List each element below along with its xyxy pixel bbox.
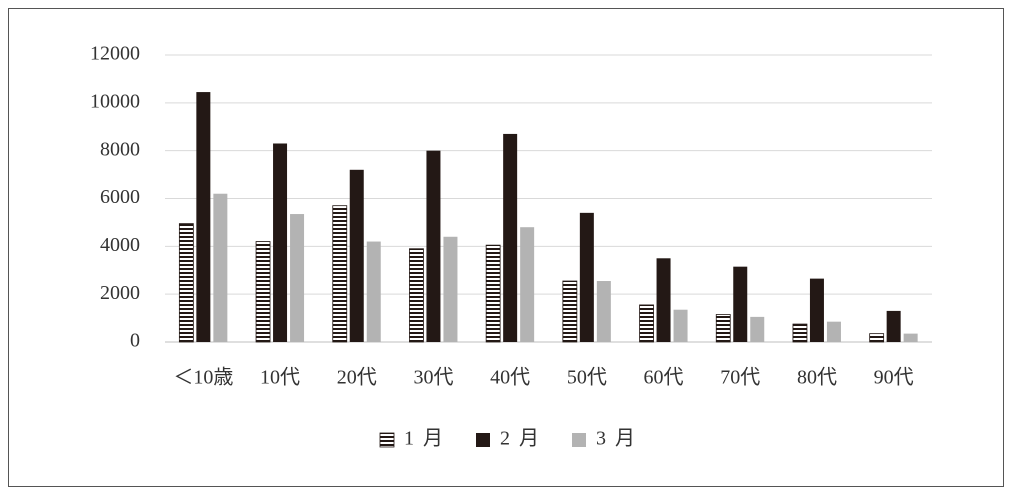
bar <box>715 314 731 343</box>
y-tick-label: 0 <box>130 330 140 352</box>
x-tick-label: 90代 <box>874 366 914 389</box>
bar <box>503 133 518 342</box>
legend-label: 1 月 <box>404 428 445 450</box>
bar <box>366 241 381 342</box>
legend-swatch <box>379 432 395 448</box>
x-tick-label: 60代 <box>644 366 684 389</box>
bar <box>886 310 901 342</box>
y-tick-label: 2000 <box>100 282 140 304</box>
bar <box>409 248 424 343</box>
legend-swatch <box>572 433 586 447</box>
bar <box>213 193 228 342</box>
y-tick-label: 8000 <box>100 138 140 160</box>
x-tick-label: 40代 <box>490 366 530 389</box>
bar <box>639 304 654 343</box>
x-tick-label: 50代 <box>567 366 607 389</box>
bar <box>178 223 194 343</box>
bar <box>332 205 348 343</box>
bar <box>562 280 578 343</box>
x-tick-label: 20代 <box>337 366 377 389</box>
bar <box>443 236 458 342</box>
bar <box>809 278 824 342</box>
y-tick-label: 10000 <box>90 90 140 112</box>
y-tick-label: 12000 <box>90 43 140 65</box>
bar <box>826 321 841 342</box>
bar <box>792 323 808 343</box>
legend-label: 2 月 <box>500 428 541 450</box>
bar <box>869 333 885 343</box>
y-tick-label: 6000 <box>100 186 140 208</box>
x-tick-label: 70代 <box>720 366 760 389</box>
y-tick-label: 4000 <box>100 234 140 256</box>
bar <box>673 309 688 342</box>
x-tick-label: 10代 <box>260 366 300 389</box>
bar <box>485 244 501 343</box>
x-tick-label: 80代 <box>797 366 837 389</box>
bar <box>656 258 671 342</box>
x-tick-label: ＜10歳 <box>173 366 233 389</box>
bar <box>596 281 611 342</box>
legend-label: 3 月 <box>596 428 637 450</box>
bar <box>273 143 288 342</box>
bar <box>733 266 748 342</box>
bar <box>750 316 765 342</box>
bar <box>520 227 535 342</box>
x-tick-label: 30代 <box>413 366 453 389</box>
bar <box>903 333 918 342</box>
bar <box>349 169 364 342</box>
bar <box>196 92 211 342</box>
bar <box>579 212 594 342</box>
bar <box>255 241 271 343</box>
bar <box>290 214 305 342</box>
bar <box>426 150 441 342</box>
legend-swatch <box>476 433 490 447</box>
